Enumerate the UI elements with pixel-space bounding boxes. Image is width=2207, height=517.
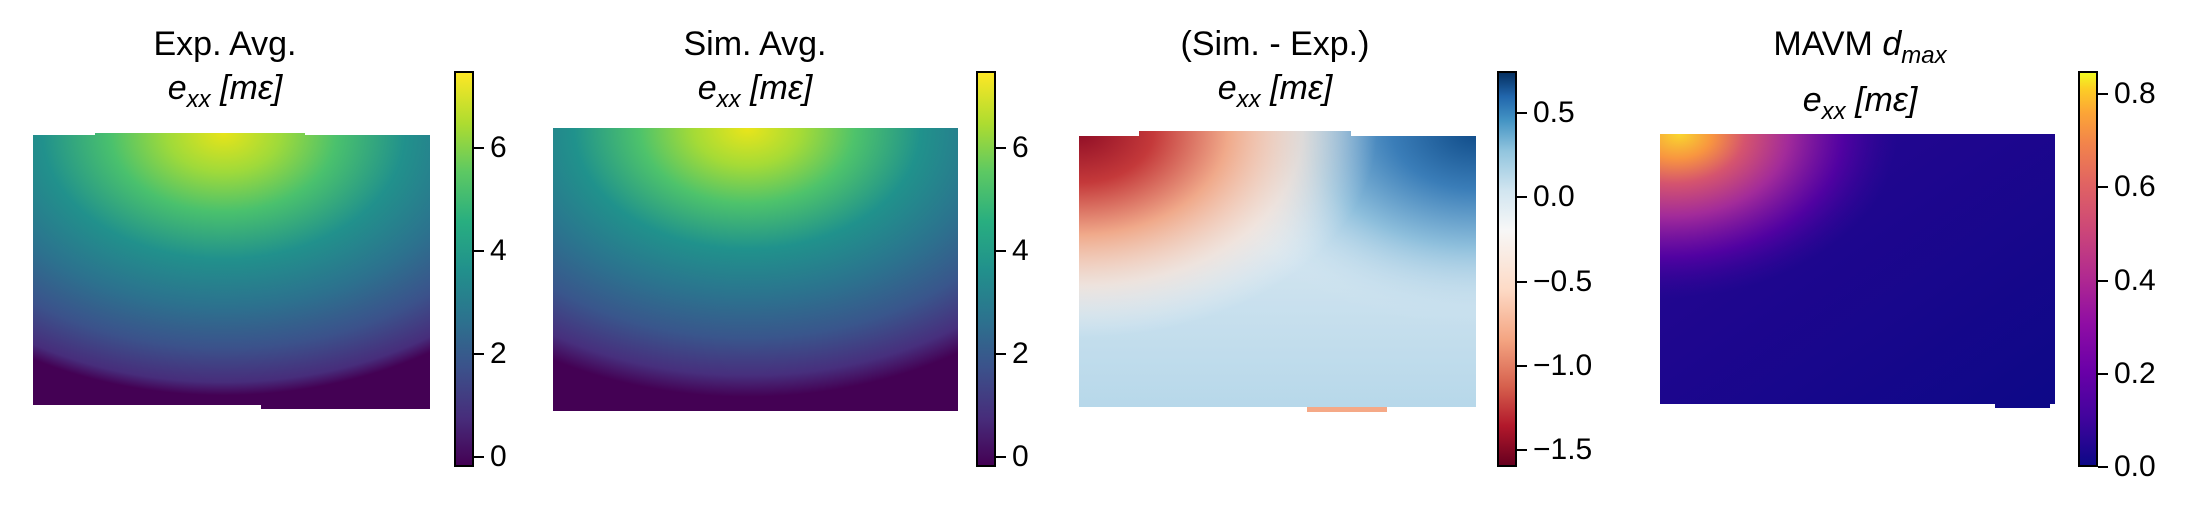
chart-title: Sim. Avg. exx [mε] [560, 22, 950, 122]
title-var: d [1882, 25, 1902, 63]
colorbar-tick-label: −1.5 [1533, 433, 1593, 467]
colorbar-tick [474, 455, 484, 458]
colorbar-tick-label: 4 [490, 234, 507, 267]
colorbar-tick [1517, 449, 1527, 452]
colorbar-tick [2098, 466, 2108, 468]
title-sub: xx [186, 85, 211, 113]
colorbar-tick-label: 4 [1012, 234, 1029, 267]
title-line1: Exp. Avg. [153, 25, 297, 63]
colorbar-tick [474, 352, 484, 355]
title-unit: [mε] [220, 69, 283, 107]
chart-title: Exp. Avg. exx [mε] [30, 22, 420, 122]
colorbar-tick-label: 0.2 [2114, 356, 2156, 390]
colorbar-difference [1497, 71, 1517, 467]
chart-title: (Sim. - Exp.) exx [mε] [1080, 22, 1470, 122]
colorbar-tick [1517, 112, 1527, 115]
colorbar-tick [474, 250, 484, 252]
colorbar-exp-avg [454, 71, 474, 467]
colorbar-tick [1517, 196, 1527, 199]
colorbar-tick-label: 0 [1012, 439, 1029, 473]
heatmap-exp-avg [33, 133, 430, 409]
colorbar-tick-label: 6 [490, 131, 507, 165]
colorbar-tick [2098, 93, 2108, 96]
title-line2-var: e [1802, 80, 1822, 119]
title-sub: xx [1236, 85, 1261, 113]
heatmap-mavm [1660, 134, 2055, 408]
title-unit: [mε] [1855, 80, 1918, 119]
title-line1: (Sim. - Exp.) [1180, 25, 1370, 63]
colorbar-tick [2098, 372, 2108, 375]
colorbar-tick [2098, 279, 2108, 282]
colorbar-tick [1517, 280, 1527, 283]
title-var: e [1217, 69, 1237, 107]
colorbar-tick-label: 0 [490, 439, 507, 473]
heatmap-difference [1079, 131, 1476, 412]
colorbar-tick-label: 0.4 [2114, 263, 2156, 297]
colorbar-tick [996, 352, 1006, 355]
colorbar-tick-label: 0.5 [1533, 96, 1575, 130]
heatmap-sim-avg [553, 128, 958, 411]
colorbar-tick-label: −0.5 [1533, 264, 1593, 298]
colorbar-tick [996, 250, 1006, 252]
colorbar-tick-label: 0.6 [2114, 170, 2156, 204]
title-var: e [167, 69, 187, 107]
title-line2-sub: xx [1821, 97, 1846, 125]
colorbar-tick-label: 0.8 [2114, 77, 2156, 111]
title-unit: [mε] [1270, 69, 1333, 107]
colorbar-tick-label: −1.0 [1533, 348, 1593, 382]
colorbar-tick [996, 455, 1006, 458]
colorbar-tick-label: 0.0 [2114, 450, 2156, 483]
chart-title: MAVM dmax exx [mε] [1665, 22, 2055, 134]
title-line1: Sim. Avg. [683, 25, 827, 63]
title-var: e [697, 69, 717, 107]
title-line1: MAVM [1773, 25, 1883, 63]
colorbar-tick-label: 6 [1012, 131, 1029, 165]
colorbar-sim-avg [976, 71, 996, 467]
title-sub: xx [716, 85, 741, 113]
colorbar-tick [996, 147, 1006, 150]
colorbar-mavm [2078, 71, 2098, 467]
colorbar-tick [2098, 186, 2108, 189]
title-unit: [mε] [750, 69, 813, 107]
colorbar-tick-label: 0.0 [1533, 180, 1575, 214]
colorbar-tick-label: 2 [1012, 336, 1029, 370]
colorbar-tick [1517, 364, 1527, 367]
colorbar-tick-label: 2 [490, 336, 507, 370]
title-sub: max [1901, 41, 1947, 69]
colorbar-tick [474, 147, 484, 150]
